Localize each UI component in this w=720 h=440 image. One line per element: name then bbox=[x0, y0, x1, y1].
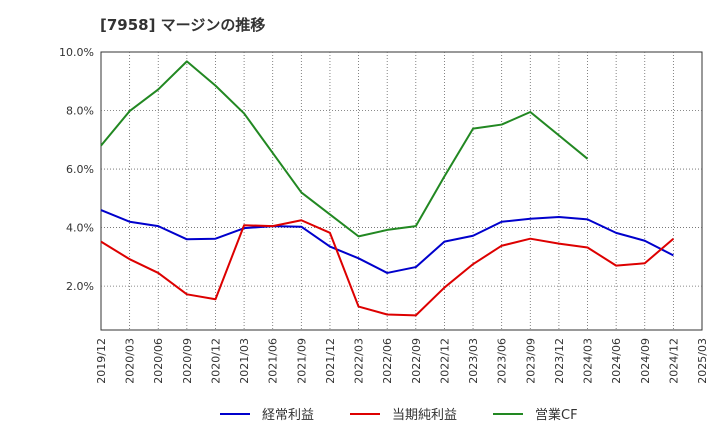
series-line-営業CF bbox=[100, 60, 589, 238]
x-tick-label: 2024/06 bbox=[610, 338, 623, 384]
x-tick-label: 2025/03 bbox=[696, 338, 709, 384]
series-line-経常利益 bbox=[100, 209, 674, 274]
x-tick-label: 2022/06 bbox=[381, 338, 394, 384]
y-tick-label: 8.0% bbox=[66, 105, 94, 118]
x-tick-label: 2024/03 bbox=[582, 338, 595, 384]
y-tick-label: 2.0% bbox=[66, 280, 94, 293]
x-tick-label: 2021/06 bbox=[267, 338, 280, 384]
x-tick-label: 2022/09 bbox=[410, 338, 423, 384]
x-tick-label: 2019/12 bbox=[95, 338, 108, 384]
legend-label: 当期純利益 bbox=[392, 408, 457, 423]
x-tick-label: 2020/03 bbox=[124, 338, 137, 384]
x-tick-label: 2023/09 bbox=[524, 338, 537, 384]
x-tick-label: 2023/12 bbox=[553, 338, 566, 384]
x-tick-label: 2024/12 bbox=[667, 338, 680, 384]
y-tick-label: 6.0% bbox=[66, 163, 94, 176]
legend-label: 営業CF bbox=[535, 407, 578, 423]
chart-title: [7958] マージンの推移 bbox=[100, 16, 265, 34]
x-tick-label: 2020/06 bbox=[152, 338, 165, 384]
plot-frame bbox=[100, 51, 703, 331]
series-line-当期純利益 bbox=[100, 219, 675, 317]
x-tick-label: 2021/03 bbox=[238, 338, 251, 384]
x-tick-label: 2024/09 bbox=[639, 338, 652, 384]
x-tick-label: 2023/06 bbox=[496, 338, 509, 384]
plot-area: 2.0% 4.0% 6.0% 8.0% 10.0% 2019/12 2020/03 2020/… bbox=[59, 46, 709, 384]
y-tick-label: 4.0% bbox=[66, 222, 94, 235]
legend: 経常利益 当期純利益 営業CF bbox=[220, 407, 578, 423]
x-tick-label: 2021/09 bbox=[295, 338, 308, 384]
y-tick-label: 10.0% bbox=[59, 46, 94, 59]
x-tick-label: 2020/09 bbox=[181, 338, 194, 384]
x-tick-label: 2023/03 bbox=[467, 338, 480, 384]
x-tick-label: 2021/12 bbox=[324, 338, 337, 384]
legend-label: 経常利益 bbox=[262, 408, 314, 423]
x-tick-label: 2022/03 bbox=[353, 338, 366, 384]
x-tick-label: 2020/12 bbox=[209, 338, 222, 384]
x-tick-label: 2022/12 bbox=[438, 338, 451, 384]
